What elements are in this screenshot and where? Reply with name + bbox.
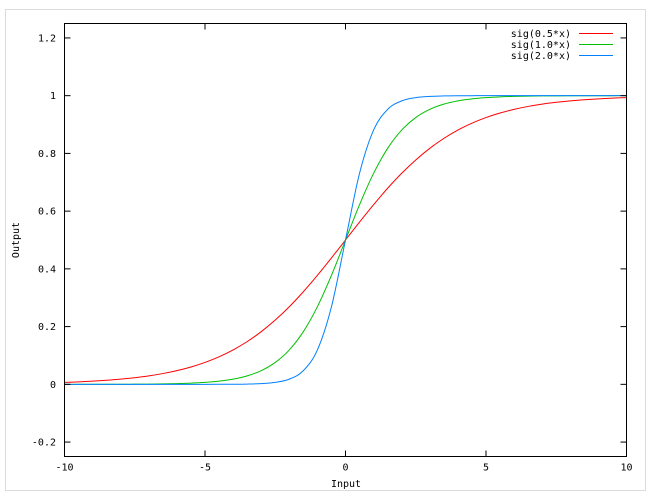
x-tick-label: -10 [55, 463, 73, 474]
legend-label: sig(1.0*x) [511, 40, 571, 51]
x-tick-label: -5 [199, 463, 211, 474]
x-tick-label: 5 [483, 463, 489, 474]
y-tick-label: 0.2 [38, 322, 56, 333]
y-tick-label: -0.2 [32, 438, 56, 449]
legend-label: sig(2.0*x) [511, 51, 571, 62]
legend: sig(0.5*x)sig(1.0*x)sig(2.0*x) [511, 29, 613, 62]
series-line-3 [64, 95, 627, 385]
y-tick-label: 1 [50, 91, 56, 102]
ticks: -10 -5 0 5 10 -0.2 0 0.2 0.4 0.6 0.8 1 1.2 [32, 23, 633, 474]
x-tick-label: 10 [620, 463, 632, 474]
y-tick-label: 0.4 [38, 264, 56, 275]
y-tick-label: 1.2 [38, 33, 56, 44]
y-axis-label: Output [11, 222, 22, 258]
outer-border [5, 9, 646, 491]
legend-label: sig(0.5*x) [511, 29, 571, 40]
y-tick-label: 0.6 [38, 207, 56, 218]
x-tick-label: 0 [342, 463, 348, 474]
curves [64, 95, 627, 385]
y-tick-label: 0 [50, 380, 56, 391]
y-tick-label: 0.8 [38, 149, 56, 160]
x-axis-label: Input [331, 479, 361, 490]
